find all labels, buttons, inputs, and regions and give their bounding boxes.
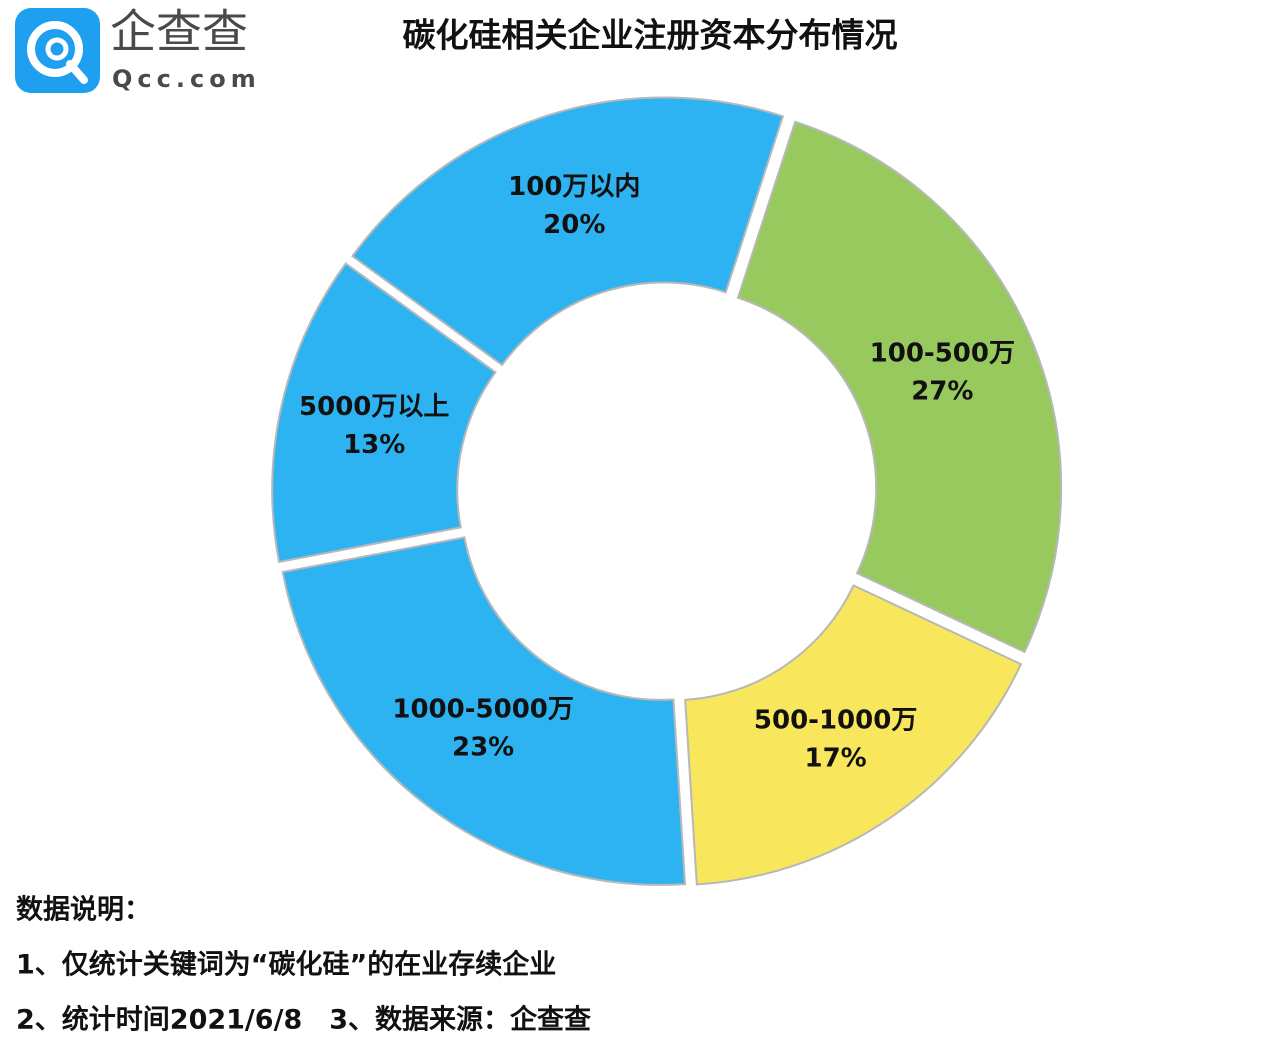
segment-value: 13%: [343, 430, 405, 460]
note: 数据说明：: [16, 895, 151, 926]
segment-value: 27%: [911, 376, 973, 406]
segment-category: 100-500万: [870, 338, 1015, 368]
segment-category: 100万以内: [508, 172, 640, 202]
donut-segment: [736, 120, 1063, 654]
logo-domain: Qcc.com: [112, 65, 261, 93]
note: 1、仅统计关键词为“碳化硅”的在业存续企业: [16, 949, 556, 981]
donut-segment: [351, 96, 785, 367]
segment-category: 1000-5000万: [392, 695, 574, 725]
donut-segment: [271, 262, 497, 564]
note: 2、统计时间2021/6/8 3、数据来源：企查查: [16, 1004, 591, 1036]
logo-c: [45, 37, 69, 61]
logo-q: [27, 21, 83, 77]
logo-tail: [66, 60, 88, 84]
donut-segment: [281, 536, 687, 886]
segment-category: 500-1000万: [754, 706, 917, 736]
logo: 企查查 Qcc.com: [15, 5, 261, 93]
segment-value: 20%: [543, 210, 605, 240]
chart-title: 碳化硅相关企业注册资本分布情况: [403, 16, 898, 55]
segment-value: 23%: [452, 733, 514, 763]
segment-category: 5000万以上: [299, 392, 449, 422]
segment-value: 17%: [805, 744, 867, 774]
logo-name: 企查查: [110, 5, 248, 59]
donut-segment: [684, 584, 1023, 886]
